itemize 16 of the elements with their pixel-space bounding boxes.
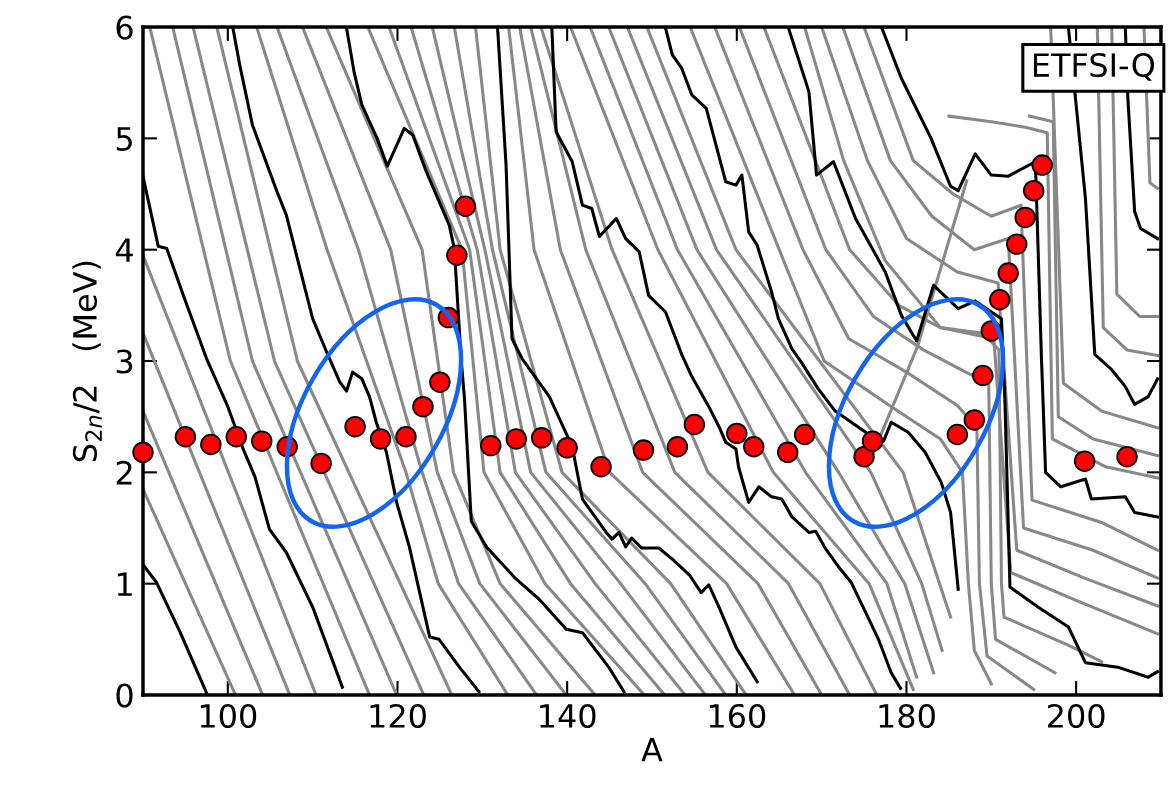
y-tick-label: 5 bbox=[116, 127, 132, 151]
x-tick-label: 160 bbox=[709, 703, 766, 729]
x-tick-label: 180 bbox=[879, 703, 935, 729]
annotation: ETFSI-Q bbox=[1033, 52, 1155, 81]
y-tick-label: 6 bbox=[116, 15, 133, 40]
x-axis-title: A bbox=[641, 738, 663, 762]
y-tick-label: 2 bbox=[116, 460, 132, 485]
y-tick-label: 0 bbox=[116, 683, 133, 708]
y-tick-label: 3 bbox=[116, 349, 133, 374]
y-axis-title: S$_{2n}$/2 (MeV) bbox=[72, 261, 102, 462]
x-tick-label: 140 bbox=[540, 703, 596, 729]
x-tick-label: 200 bbox=[1047, 703, 1105, 729]
y-tick-label: 4 bbox=[115, 238, 133, 262]
x-tick-label: 100 bbox=[200, 703, 257, 729]
y-tick-label: 1 bbox=[117, 572, 132, 596]
x-tick-label: 120 bbox=[370, 703, 426, 729]
